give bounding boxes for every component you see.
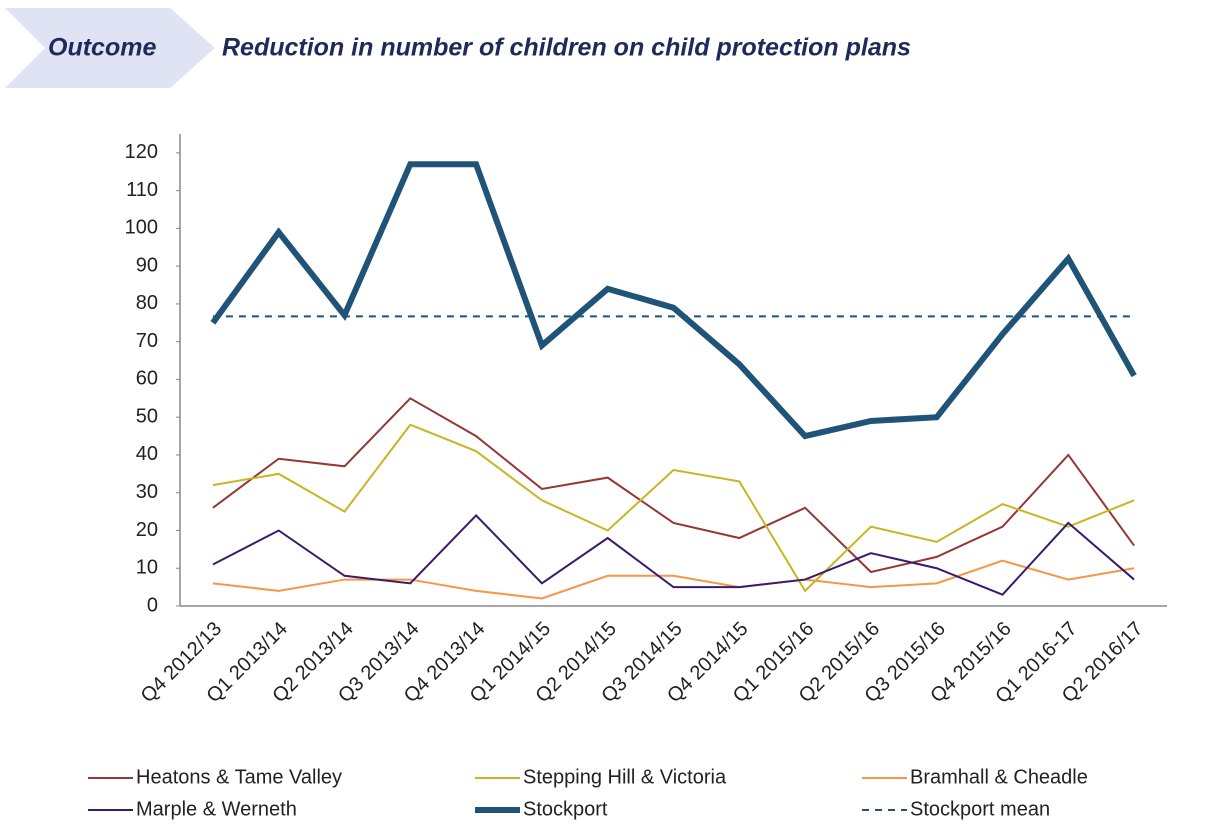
legend-label: Stockport mean (910, 798, 1050, 820)
y-tick-label: 60 (136, 368, 158, 390)
y-tick-label: 80 (136, 292, 158, 314)
series-line (212, 423, 1135, 593)
y-tick-label: 20 (136, 519, 158, 541)
legend-label: Heatons & Tame Valley (136, 766, 342, 788)
y-tick-label: 120 (125, 141, 158, 163)
y-tick-label: 0 (147, 594, 158, 616)
y-tick-label: 70 (136, 330, 158, 352)
series-line (212, 397, 1135, 574)
series-line (210, 161, 1137, 440)
y-tick-label: 30 (136, 481, 158, 503)
legend-label: Stepping Hill & Victoria (523, 766, 727, 788)
y-tick-label: 40 (136, 443, 158, 465)
section-chevron (5, 8, 215, 88)
y-tick-label: 110 (126, 179, 158, 201)
y-tick-label: 100 (125, 217, 158, 239)
series-line (212, 513, 1135, 596)
y-tick-label: 10 (136, 557, 158, 579)
y-tick-label: 50 (136, 405, 158, 427)
legend-label: Bramhall & Cheadle (910, 766, 1088, 788)
section-label: Outcome (48, 34, 156, 62)
chart-title: Reduction in number of children on child… (222, 34, 911, 62)
series-line (212, 559, 1135, 600)
y-tick-label: 90 (136, 254, 158, 276)
legend-label: Marple & Werneth (136, 798, 297, 820)
legend-label: Stockport (523, 798, 608, 820)
